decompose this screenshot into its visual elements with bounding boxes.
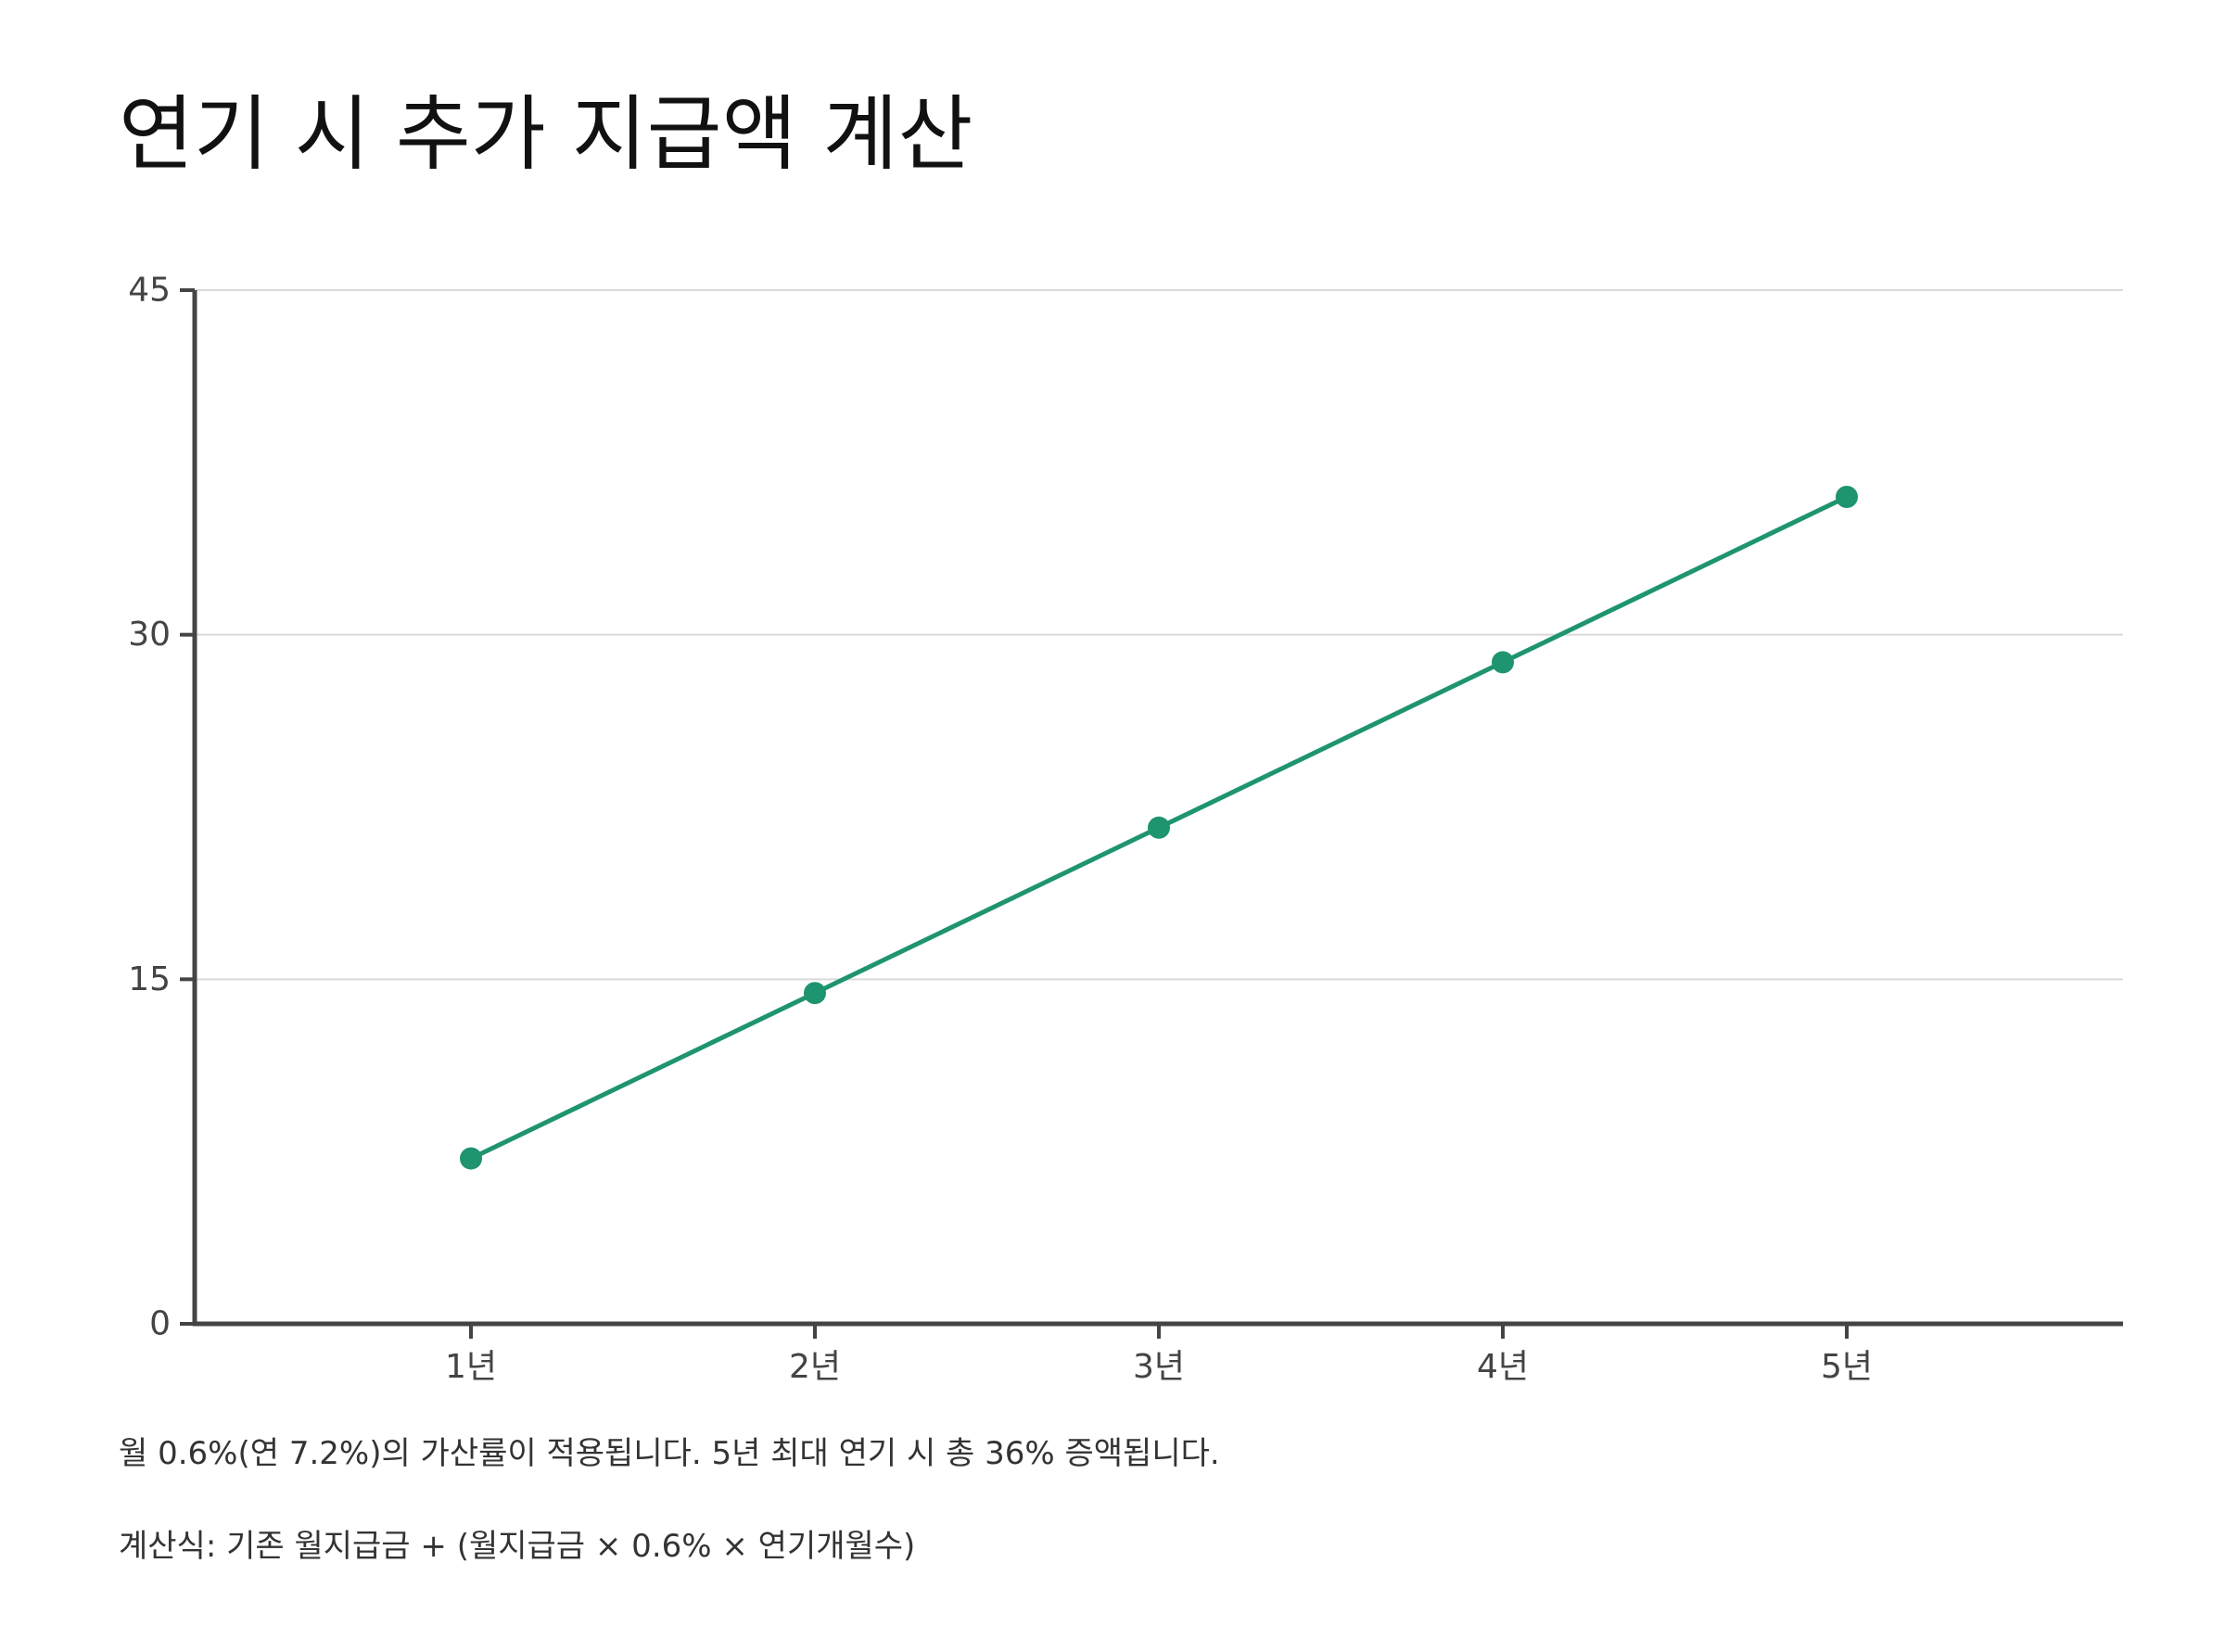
rate-note: 월 0.6%(연 7.2%)의 가산률이 적용됩니다. 5년 최대 연기 시 총… xyxy=(119,1435,1220,1472)
data-point xyxy=(1148,816,1170,839)
data-point xyxy=(1836,486,1858,508)
x-tick-label: 4년 xyxy=(1477,1348,1529,1386)
x-tick-labels: 1년 2년 3년 4년 5년 xyxy=(445,1348,1873,1386)
x-tick-label: 3년 xyxy=(1133,1348,1185,1386)
x-tick-label: 2년 xyxy=(789,1348,841,1386)
y-tick-label: 30 xyxy=(128,616,171,654)
formula-note: 계산식: 기존 월지급금 + (월지급금 × 0.6% × 연기개월수) xyxy=(119,1528,916,1565)
axes xyxy=(180,288,2123,1339)
y-tick-label: 0 xyxy=(149,1305,171,1343)
x-tick-label: 1년 xyxy=(445,1348,497,1386)
data-series xyxy=(460,486,1858,1170)
data-point xyxy=(804,982,826,1005)
chart-title: 연기 시 추가 지급액 계산 xyxy=(119,86,973,182)
y-tick-labels: 0 15 30 45 xyxy=(128,272,171,1343)
y-tick-label: 15 xyxy=(128,960,171,998)
x-tick-label: 5년 xyxy=(1821,1348,1873,1386)
gridlines xyxy=(195,289,2123,981)
y-tick-label: 45 xyxy=(128,272,171,310)
data-point xyxy=(460,1147,482,1170)
data-point xyxy=(1492,651,1514,674)
